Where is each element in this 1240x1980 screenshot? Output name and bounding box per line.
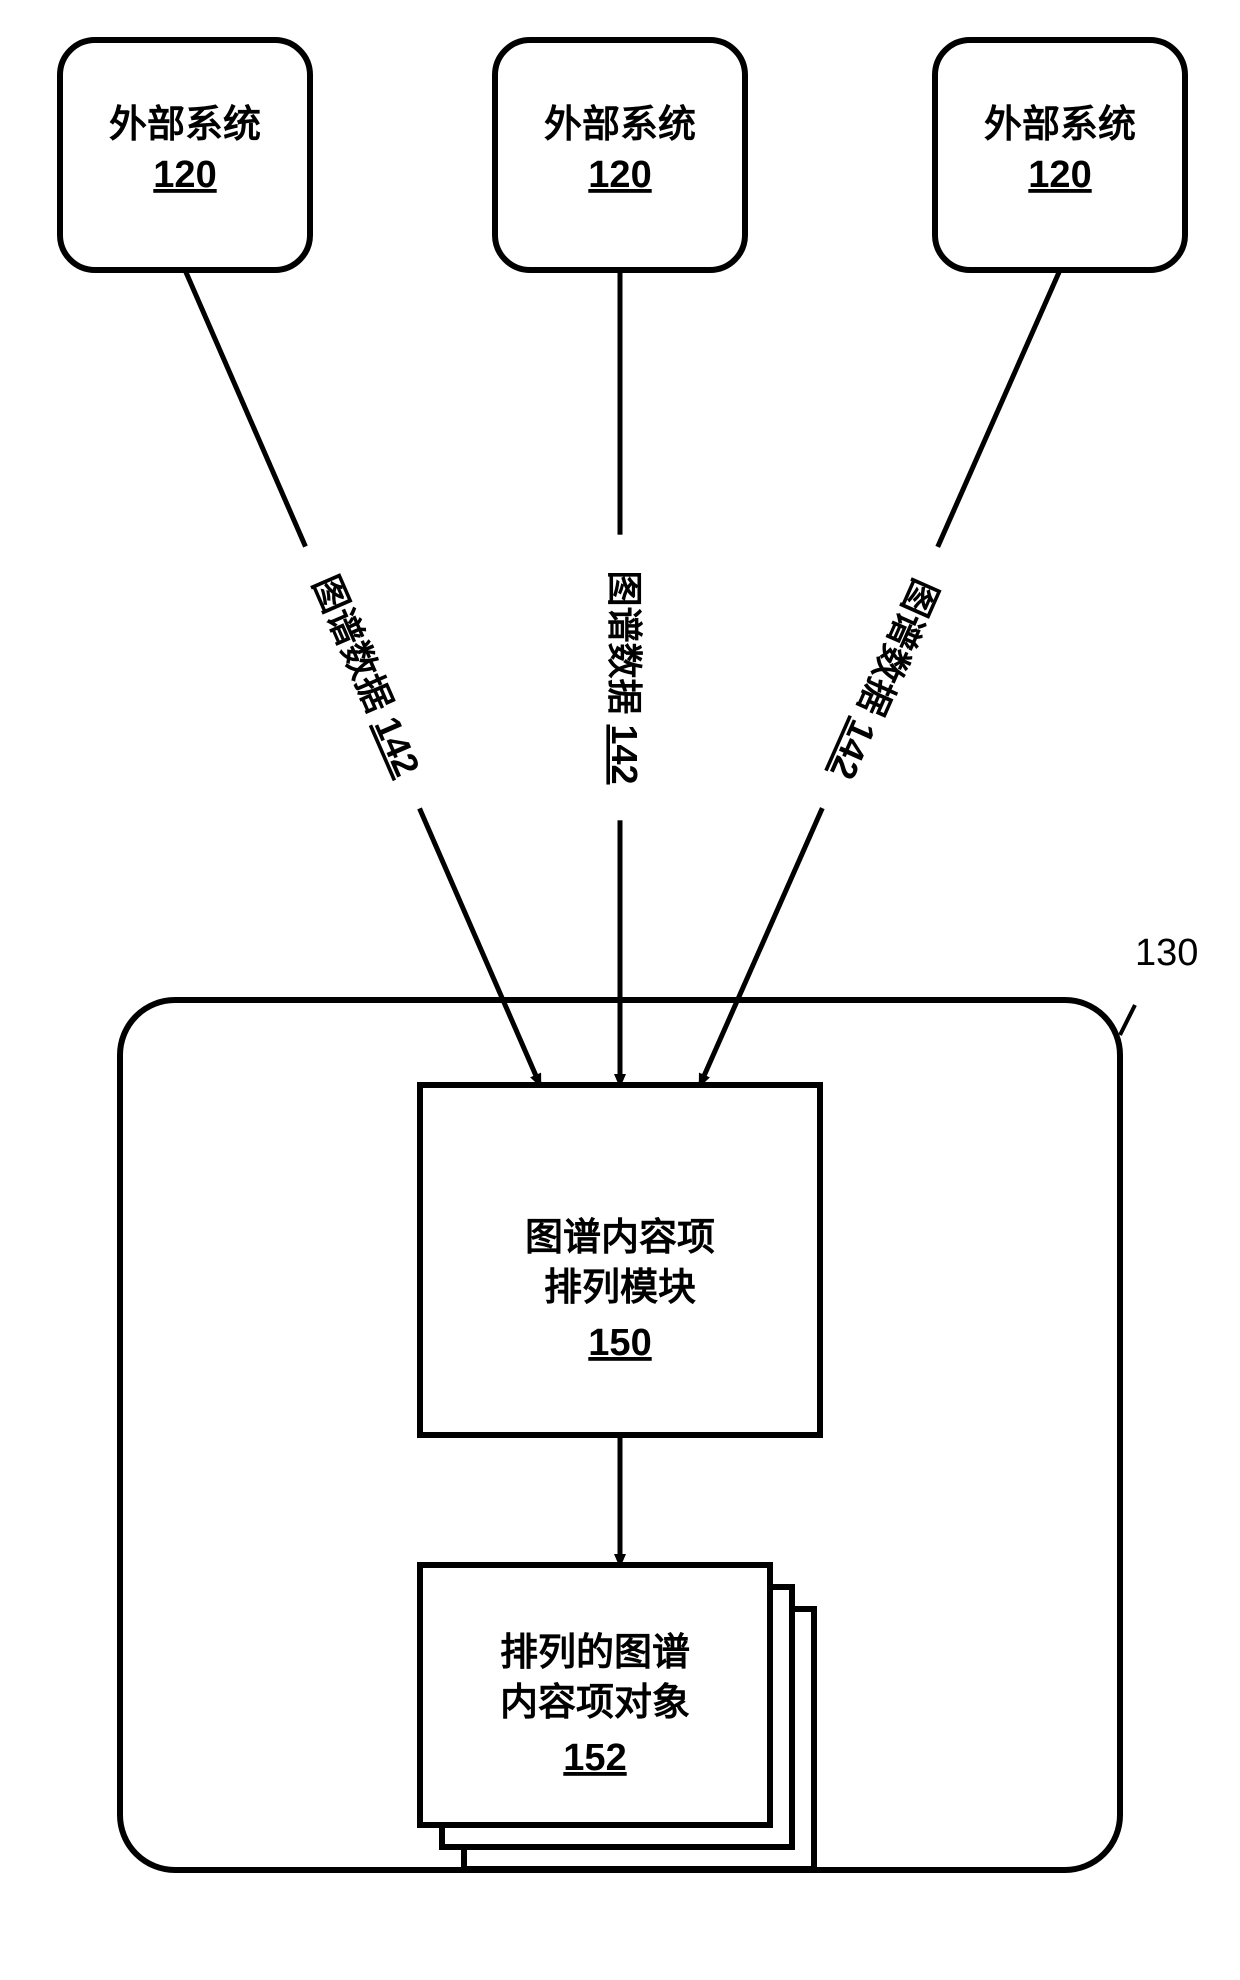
- svg-text:图谱数据 142: 图谱数据 142: [604, 570, 645, 784]
- diagram-svg: 130 外部系统 120 外部系统 120 外部系统 120 图谱内容项排列模块 150 排列的图…: [0, 0, 1240, 1980]
- svg-text:152: 152: [563, 1737, 626, 1779]
- svg-text:图谱数据 142: 图谱数据 142: [305, 569, 428, 782]
- svg-text:排列的图谱: 排列的图谱: [500, 1632, 690, 1674]
- svg-text:130: 130: [1135, 932, 1198, 974]
- svg-text:图谱内容项: 图谱内容项: [525, 1217, 715, 1259]
- svg-text:外部系统: 外部系统: [984, 104, 1136, 146]
- svg-text:外部系统: 外部系统: [109, 104, 261, 146]
- svg-text:排列模块: 排列模块: [544, 1267, 696, 1309]
- svg-text:图谱数据 142: 图谱数据 142: [822, 573, 946, 785]
- svg-text:120: 120: [153, 154, 216, 196]
- svg-text:外部系统: 外部系统: [544, 104, 696, 146]
- diagram-root: 130 外部系统 120 外部系统 120 外部系统 120 图谱内容项排列模块 150 排列的图…: [0, 0, 1240, 1980]
- svg-text:内容项对象: 内容项对象: [500, 1682, 690, 1724]
- svg-text:120: 120: [588, 154, 651, 196]
- svg-text:120: 120: [1028, 154, 1091, 196]
- svg-text:150: 150: [588, 1322, 651, 1364]
